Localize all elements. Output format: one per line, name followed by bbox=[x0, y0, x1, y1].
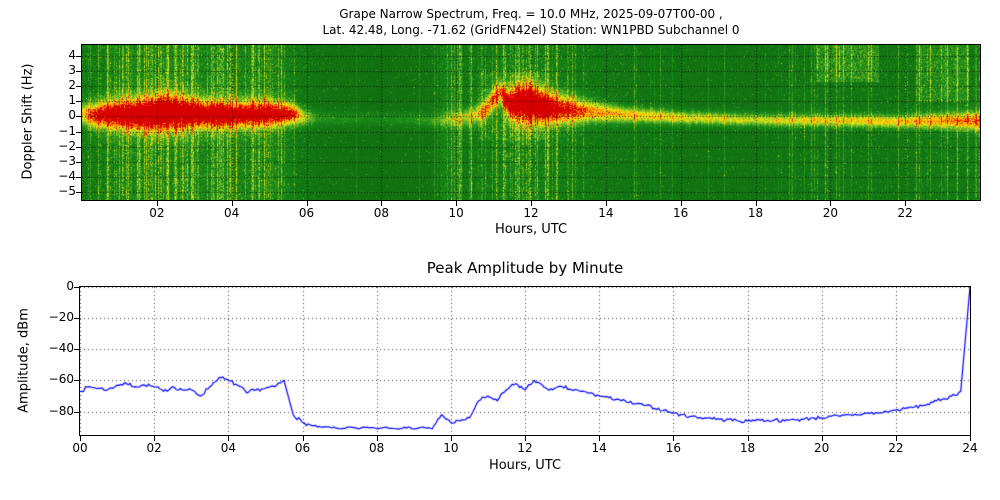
amplitude-x-tick-mark bbox=[747, 436, 749, 441]
amplitude-x-tick-label: 22 bbox=[888, 441, 904, 455]
spectrogram-y-tick-mark bbox=[76, 177, 81, 179]
amplitude-ylabel: Amplitude, dBm bbox=[16, 308, 32, 413]
spectrogram-x-tick-label: 12 bbox=[523, 206, 539, 220]
amplitude-x-tick-mark bbox=[599, 436, 601, 441]
amplitude-x-tick-label: 06 bbox=[294, 441, 311, 455]
amplitude-x-tick-label: 02 bbox=[146, 441, 162, 455]
amplitude-y-tick-label: 0 bbox=[66, 279, 74, 293]
amplitude-x-tick-mark bbox=[450, 436, 452, 441]
spectrogram-x-tick-label: 04 bbox=[224, 206, 240, 220]
spectrogram-x-tick-label: 16 bbox=[673, 206, 689, 220]
spectrogram-x-tick-label: 18 bbox=[747, 206, 764, 220]
amplitude-x-tick-label: 16 bbox=[665, 441, 681, 455]
spectrogram-plot-area bbox=[81, 44, 981, 201]
amplitude-y-tick-mark bbox=[74, 349, 79, 351]
spectrogram-x-tick-label: 10 bbox=[448, 206, 464, 220]
amplitude-y-tick-mark bbox=[74, 411, 79, 413]
amplitude-xlabel: Hours, UTC bbox=[488, 458, 562, 473]
spectrogram-y-tick-label: −2 bbox=[58, 138, 76, 153]
spectrogram-y-tick-mark bbox=[76, 55, 81, 57]
spectrogram-x-tick-mark bbox=[456, 201, 458, 206]
amplitude-y-tick-label: −40 bbox=[48, 341, 74, 356]
amplitude-title: Peak Amplitude by Minute bbox=[426, 259, 624, 277]
spectrogram-x-tick-mark bbox=[231, 201, 233, 206]
spectrogram-y-tick-label: −5 bbox=[58, 184, 76, 199]
spectrogram-x-tick-label: 08 bbox=[373, 206, 389, 220]
amplitude-x-tick-mark bbox=[970, 436, 971, 441]
spectrogram-y-tick-label: 0 bbox=[68, 108, 76, 123]
spectrogram-x-tick-label: 22 bbox=[897, 206, 913, 220]
spectrogram-y-tick-label: −3 bbox=[58, 154, 76, 168]
amplitude-x-tick-mark bbox=[302, 436, 304, 441]
spectrogram-x-tick-label: 02 bbox=[149, 206, 165, 220]
amplitude-x-tick-label: 24 bbox=[962, 441, 978, 455]
amplitude-x-tick-label: 10 bbox=[443, 441, 459, 455]
spectrogram-x-tick-label: 20 bbox=[822, 206, 838, 220]
amplitude-x-tick-label: 08 bbox=[369, 441, 385, 455]
spectrogram-x-tick-mark bbox=[905, 201, 907, 206]
amplitude-x-tick-mark bbox=[895, 436, 897, 441]
amplitude-x-tick-mark bbox=[228, 436, 230, 441]
spectrogram-x-tick-mark bbox=[306, 201, 308, 206]
spectrogram-y-tick-label: −4 bbox=[58, 169, 76, 184]
amplitude-x-tick-label: 14 bbox=[591, 441, 607, 455]
spectrogram-y-tick-mark bbox=[76, 86, 81, 88]
spectrogram-y-tick-label: 4 bbox=[68, 47, 76, 62]
spectrogram-x-tick-mark bbox=[605, 201, 607, 206]
spectrogram-y-tick-mark bbox=[76, 192, 81, 194]
spectrogram-y-tick-mark bbox=[76, 146, 81, 148]
amplitude-x-tick-label: 20 bbox=[814, 441, 830, 455]
spectrogram-y-tick-label: 2 bbox=[68, 78, 76, 93]
amplitude-y-tick-mark bbox=[74, 380, 79, 382]
spectrogram-x-tick-mark bbox=[156, 201, 158, 206]
spectrogram-y-tick-mark bbox=[76, 131, 81, 133]
spectrogram-x-tick-label: 14 bbox=[598, 206, 614, 220]
amplitude-x-tick-mark bbox=[525, 436, 526, 441]
spectrogram-x-tick-mark bbox=[531, 201, 532, 206]
spectrogram-x-tick-mark bbox=[830, 201, 832, 206]
amplitude-x-tick-label: 12 bbox=[517, 441, 533, 455]
spectrogram-x-tick-mark bbox=[680, 201, 682, 206]
amplitude-y-tick-label: −80 bbox=[48, 403, 74, 418]
amplitude-canvas bbox=[80, 287, 970, 435]
spectrogram-canvas bbox=[82, 45, 980, 200]
amplitude-y-tick-label: −20 bbox=[48, 310, 74, 325]
spectrogram-x-tick-mark bbox=[755, 201, 757, 206]
amplitude-x-tick-label: 18 bbox=[739, 441, 756, 455]
spectrogram-y-tick-mark bbox=[76, 70, 81, 72]
spectrogram-y-tick-mark bbox=[76, 116, 81, 118]
amplitude-x-tick-label: 04 bbox=[220, 441, 236, 455]
spectrogram-x-tick-mark bbox=[381, 201, 383, 206]
amplitude-x-tick-mark bbox=[673, 436, 675, 441]
amplitude-x-tick-label: 00 bbox=[72, 441, 88, 455]
amplitude-plot-area bbox=[79, 286, 971, 436]
amplitude-x-tick-mark bbox=[376, 436, 378, 441]
spectrogram-y-tick-mark bbox=[76, 162, 81, 163]
spectrogram-ylabel: Doppler Shift (Hz) bbox=[20, 63, 36, 180]
spectrogram-title-line1: Grape Narrow Spectrum, Freq. = 10.0 MHz,… bbox=[339, 7, 723, 21]
spectrogram-y-tick-label: 3 bbox=[68, 62, 76, 77]
amplitude-x-tick-mark bbox=[154, 436, 156, 441]
amplitude-x-tick-mark bbox=[80, 436, 81, 441]
spectrogram-y-tick-label: −1 bbox=[58, 123, 76, 138]
amplitude-y-tick-mark bbox=[74, 287, 79, 288]
spectrogram-y-tick-mark bbox=[76, 101, 81, 103]
amplitude-y-tick-mark bbox=[74, 318, 79, 320]
amplitude-x-tick-mark bbox=[821, 436, 823, 441]
amplitude-y-tick-label: −60 bbox=[48, 372, 74, 387]
spectrogram-y-tick-label: 1 bbox=[68, 93, 76, 108]
spectrogram-x-tick-label: 06 bbox=[298, 206, 315, 220]
spectrogram-title-line2: Lat. 42.48, Long. -71.62 (GridFN42el) St… bbox=[322, 23, 740, 37]
spectrogram-xlabel: Hours, UTC bbox=[494, 222, 568, 237]
